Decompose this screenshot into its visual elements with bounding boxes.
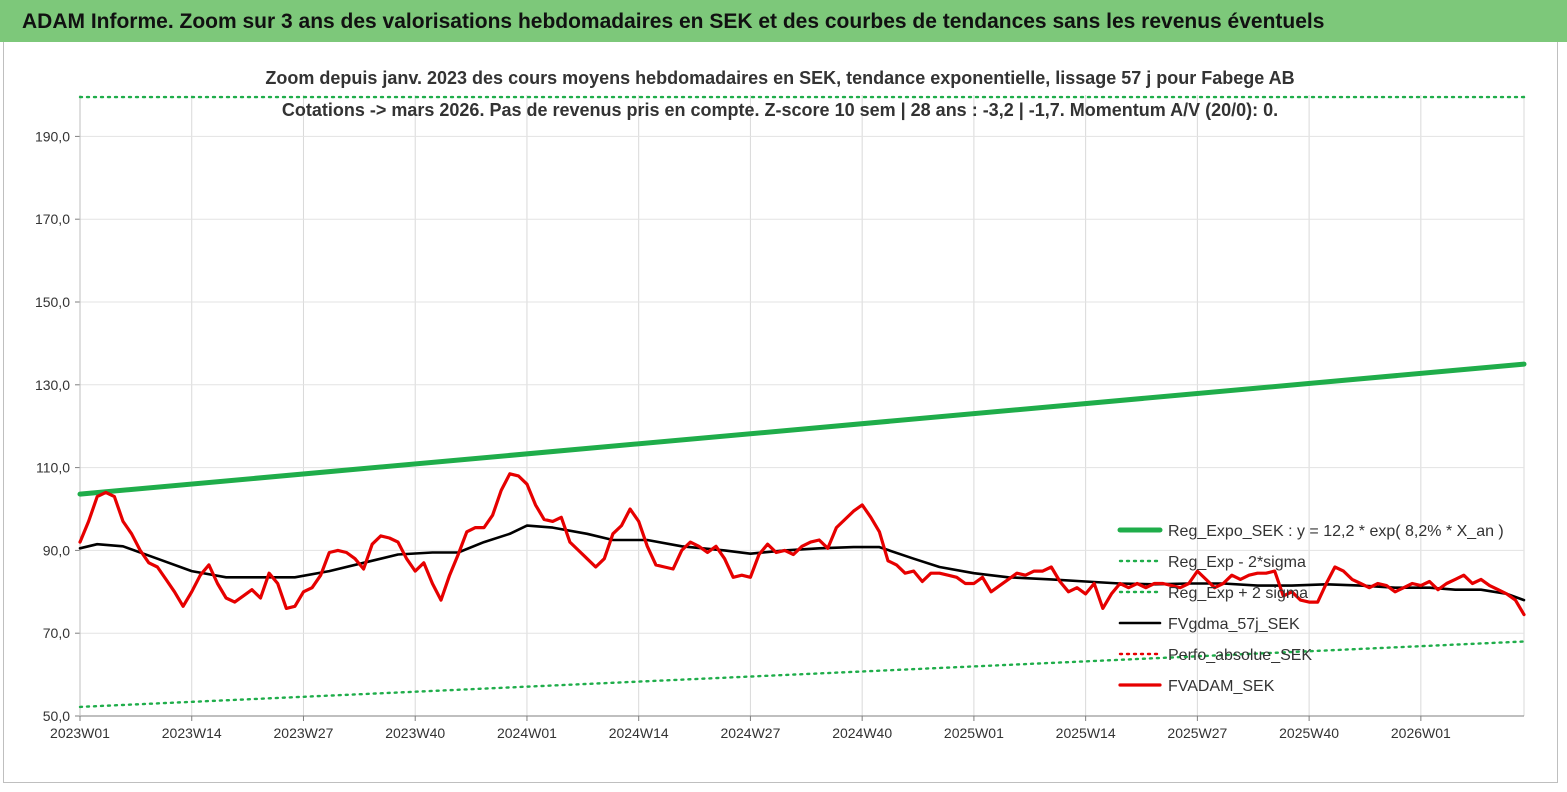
x-tick-label: 2026W01	[1391, 725, 1451, 741]
report-banner: ADAM Informe. Zoom sur 3 ans des valoris…	[0, 0, 1567, 42]
legend-label: Perfo_absolue_SEK	[1168, 647, 1312, 664]
legend-label: FVgdma_57j_SEK	[1168, 616, 1300, 633]
x-tick-label: 2024W27	[720, 725, 780, 741]
x-tick-label: 2023W14	[162, 725, 222, 741]
chart-subtitle-line2: Cotations -> mars 2026. Pas de revenus p…	[282, 100, 1278, 120]
x-tick-label: 2025W40	[1279, 725, 1339, 741]
series-line-fvadam-sek	[78, 472, 1526, 617]
grid	[79, 95, 1525, 716]
x-tick-label: 2024W01	[497, 725, 557, 741]
legend: Reg_Expo_SEK : y = 12,2 * exp( 8,2% * X_…	[1117, 523, 1504, 695]
x-tick-label: 2023W27	[274, 725, 334, 741]
series	[77, 95, 1527, 709]
legend-label: Reg_Expo_SEK : y = 12,2 * exp( 8,2% * X_…	[1168, 523, 1504, 540]
x-tick-label: 2025W01	[944, 725, 1004, 741]
x-tick-label: 2025W27	[1167, 725, 1227, 741]
x-tick-label: 2024W40	[832, 725, 892, 741]
y-tick-label: 70,0	[43, 625, 70, 641]
y-tick-label: 170,0	[35, 211, 70, 227]
chart-subtitle-line1: Zoom depuis janv. 2023 des cours moyens …	[265, 68, 1294, 88]
x-tick-label: 2023W01	[50, 725, 110, 741]
y-tick-label: 50,0	[43, 708, 70, 724]
y-tick-label: 90,0	[43, 542, 70, 558]
legend-label: Reg_Exp + 2 sigma	[1168, 585, 1308, 602]
axes: 2023W01 2023W14 2023W27 2023W40 2024W01 2024W…	[35, 95, 1524, 741]
x-tick-label: 2023W40	[385, 725, 445, 741]
y-tick-label: 190,0	[35, 128, 70, 144]
legend-label: FVADAM_SEK	[1168, 678, 1275, 695]
chart-frame	[3, 42, 1558, 783]
y-tick-label: 110,0	[36, 460, 70, 476]
report-title: ADAM Informe. Zoom sur 3 ans des valoris…	[22, 10, 1325, 33]
x-tick-label: 2024W14	[609, 725, 669, 741]
y-tick-label: 130,0	[35, 377, 70, 393]
series-line-reg-exp-2-sigma	[78, 640, 1526, 709]
y-tick-label: 150,0	[35, 294, 70, 310]
legend-label: Reg_Exp - 2*sigma	[1168, 554, 1306, 571]
series-line-reg-expo-sek-y-12-2-exp-8-2-x-an	[77, 361, 1527, 497]
x-tick-label: 2025W14	[1056, 725, 1116, 741]
right-margin	[1550, 42, 1557, 782]
